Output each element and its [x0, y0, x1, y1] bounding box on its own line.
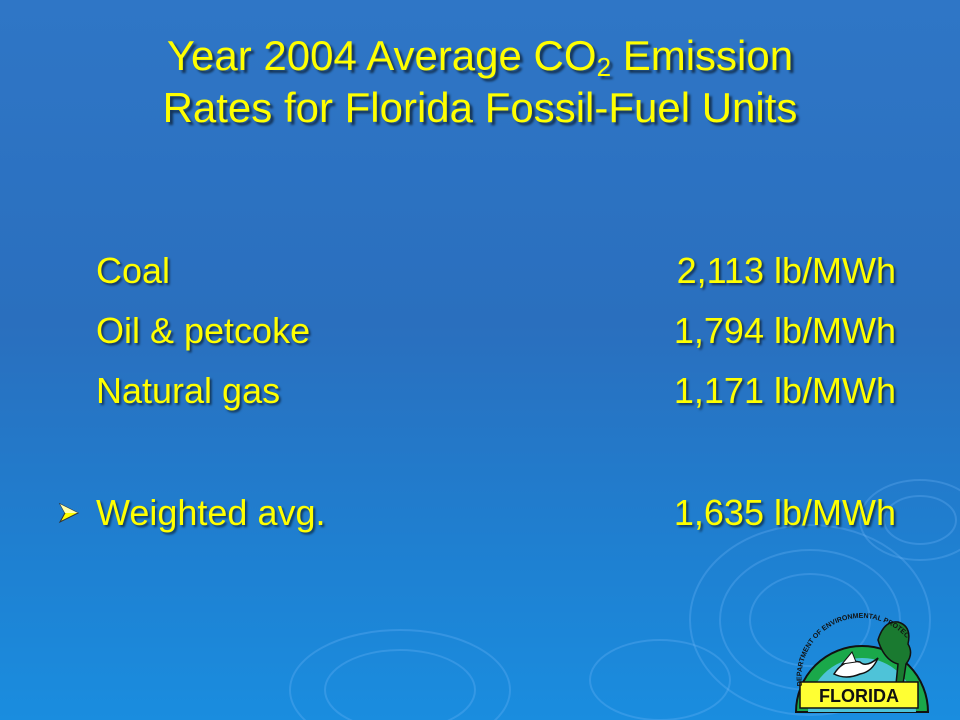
fuel-label: Coal	[96, 250, 171, 291]
summary-label: Weighted avg.	[96, 492, 326, 533]
fuel-value: 2,113 lb/MWh	[676, 250, 896, 291]
fuel-value: 1,171 lb/MWh	[673, 370, 896, 411]
title-part1: Year 2004 Average CO	[166, 32, 597, 79]
list-item: Natural gas 1,171 lb/MWh	[0, 366, 960, 416]
list-item: Oil & petcoke 1,794 lb/MWh	[0, 306, 960, 356]
slide-title: Year 2004 Average CO2 Emission Rates for …	[0, 30, 960, 134]
title-line2: Rates for Florida Fossil-Fuel Units	[162, 84, 798, 131]
list-item: Coal 2,113 lb/MWh	[0, 246, 960, 296]
arrow-bullet-icon	[58, 502, 80, 524]
summary-item: Weighted avg. 1,635 lb/MWh	[0, 488, 960, 538]
florida-dep-logo-icon: FLORIDA DEPARTMENT OF ENVIRONMENTAL PROT…	[778, 600, 930, 713]
fuel-label: Natural gas	[96, 370, 281, 411]
title-part2: Emission	[611, 32, 794, 79]
logo-name: FLORIDA	[819, 686, 899, 706]
fuel-value: 1,794 lb/MWh	[673, 310, 896, 351]
summary-value: 1,635 lb/MWh	[673, 492, 896, 533]
title-subscript: 2	[596, 52, 612, 82]
fuel-label: Oil & petcoke	[96, 310, 311, 351]
